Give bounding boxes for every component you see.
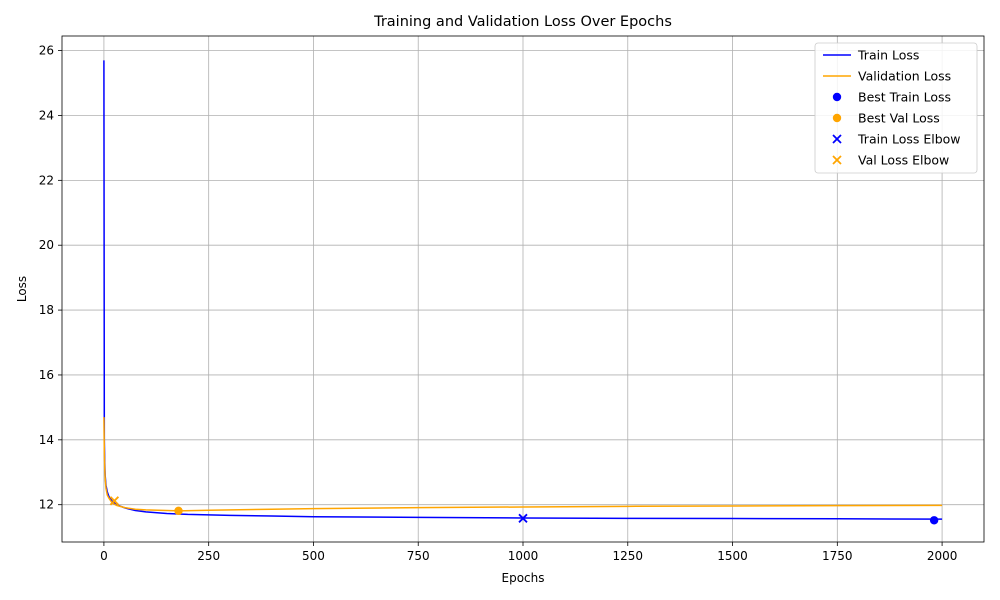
x-tick-label: 1500: [717, 549, 748, 563]
legend-circle-swatch: [832, 113, 842, 123]
legend-entry: Train Loss: [823, 48, 919, 63]
y-tick-label: 14: [39, 433, 54, 447]
best-train-loss-point: [929, 516, 939, 525]
x-tick-label: 1750: [822, 549, 853, 563]
x-axis-label: Epochs: [502, 571, 545, 585]
legend-label: Val Loss Elbow: [858, 153, 949, 168]
y-tick-label: 16: [39, 368, 54, 382]
legend-box: [814, 42, 978, 174]
legend-label: Best Train Loss: [858, 90, 951, 105]
series-group: [103, 60, 943, 525]
y-axis-label: Loss: [15, 276, 29, 302]
best-val-loss-point: [174, 506, 183, 516]
y-tick-label: 26: [39, 44, 54, 58]
legend-entry: Validation Loss: [823, 69, 951, 84]
legend-entry: Val Loss Elbow: [832, 153, 949, 168]
legend-entry: Train Loss Elbow: [832, 132, 961, 147]
legend-label: Validation Loss: [858, 69, 951, 84]
val-loss-elbow-point: [109, 496, 120, 506]
legend-label: Train Loss: [857, 48, 919, 63]
legend-entry: Best Train Loss: [832, 90, 951, 105]
x-tick-label: 1250: [612, 549, 643, 563]
legend: Train Loss Validation Loss Best Train Loss…: [814, 42, 978, 174]
legend-label: Train Loss Elbow: [857, 132, 961, 147]
y-tick-label: 20: [39, 238, 54, 252]
chart-title: Training and Validation Loss Over Epochs: [373, 14, 672, 30]
x-tick-label: 1000: [508, 549, 539, 563]
y-tick-label: 12: [39, 498, 54, 512]
x-marker-stroke: [109, 496, 120, 506]
train-loss-elbow-point: [518, 513, 528, 523]
validation-loss-line: [103, 417, 943, 512]
x-tick-label: 0: [100, 549, 108, 563]
legend-circle-swatch: [832, 92, 842, 102]
legend-x-swatch: [832, 134, 842, 144]
y-tick-label: 24: [39, 108, 54, 122]
x-tick-label: 750: [407, 549, 430, 563]
legend-x-swatch: [832, 155, 842, 165]
x-tick-label: 2000: [927, 549, 958, 563]
y-tick-label: 18: [39, 303, 54, 317]
y-tick-label: 22: [39, 173, 54, 187]
x-tick-label: 500: [302, 549, 325, 563]
ticks: 0 250 500 750 1000 1250 1500 1750 2000 12 14 16 18 20…: [39, 44, 958, 563]
legend-entry: Best Val Loss: [832, 111, 940, 126]
x-tick-label: 250: [197, 549, 220, 563]
x-marker-stroke: [518, 513, 528, 523]
legend-label: Best Val Loss: [858, 111, 940, 126]
